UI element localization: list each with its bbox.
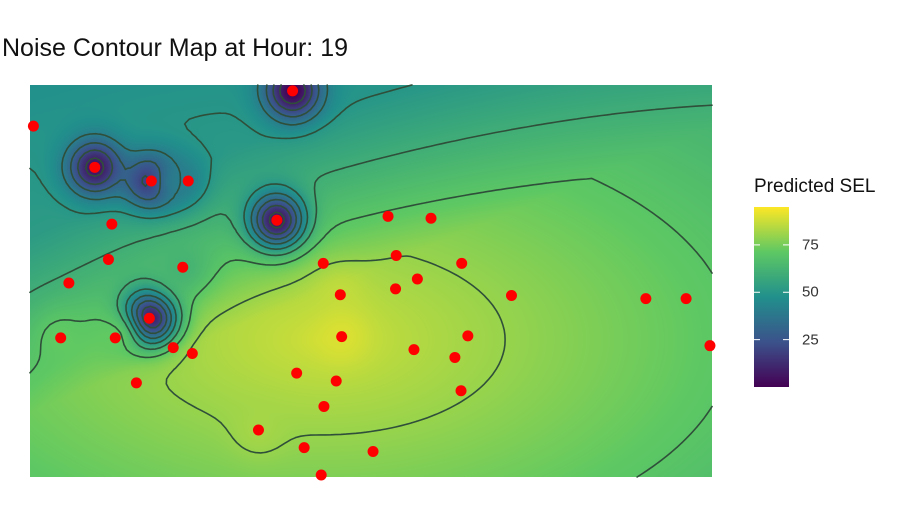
- data-point: [505, 290, 517, 302]
- data-point: [462, 330, 474, 342]
- legend-colorbar: [754, 207, 789, 387]
- contour-line: [69, 84, 320, 335]
- data-point: [177, 261, 189, 273]
- data-point: [456, 257, 468, 269]
- data-point: [63, 277, 75, 289]
- data-point: [408, 344, 420, 356]
- contour-line: [61, 84, 329, 340]
- data-point: [330, 375, 342, 387]
- data-point: [143, 312, 155, 324]
- measurement-points: [27, 85, 716, 481]
- contour-lines: [29, 84, 713, 478]
- data-point: [334, 289, 346, 301]
- data-point: [252, 424, 264, 436]
- legend-title: Predicted SEL: [754, 176, 876, 197]
- data-point: [89, 161, 101, 173]
- data-point: [167, 342, 179, 354]
- data-point: [411, 273, 423, 285]
- data-point: [130, 377, 142, 389]
- data-point: [382, 210, 394, 222]
- legend-tick-label: 75: [802, 236, 819, 254]
- data-point: [336, 331, 348, 343]
- data-point: [271, 214, 283, 226]
- data-point: [680, 293, 692, 305]
- legend-tick-label: 25: [802, 331, 819, 349]
- data-point: [367, 446, 379, 458]
- data-point: [287, 85, 299, 97]
- data-point: [317, 257, 329, 269]
- data-point: [27, 120, 39, 132]
- data-point: [640, 293, 652, 305]
- contour-line: [165, 255, 506, 454]
- contour-line: [29, 177, 713, 478]
- contour-line: [29, 104, 713, 351]
- data-point: [106, 218, 118, 230]
- data-point: [109, 332, 121, 344]
- data-point: [390, 250, 402, 262]
- data-point: [315, 469, 327, 481]
- data-point: [318, 400, 330, 412]
- legend-tick-label: 50: [802, 283, 819, 301]
- data-point: [455, 385, 467, 397]
- data-point: [55, 332, 67, 344]
- data-point: [291, 367, 303, 379]
- data-point: [145, 175, 157, 187]
- legend-tick-marks: [754, 244, 789, 341]
- data-point: [182, 175, 194, 187]
- data-point: [425, 212, 437, 224]
- contour-line: [85, 84, 307, 229]
- contour-line: [29, 84, 413, 345]
- data-point: [390, 283, 402, 295]
- data-point: [186, 348, 198, 360]
- chart-title: Noise Contour Map at Hour: 19: [2, 34, 349, 62]
- data-point: [449, 351, 461, 363]
- data-point: [704, 340, 716, 352]
- data-point: [102, 253, 114, 265]
- data-point: [298, 442, 310, 454]
